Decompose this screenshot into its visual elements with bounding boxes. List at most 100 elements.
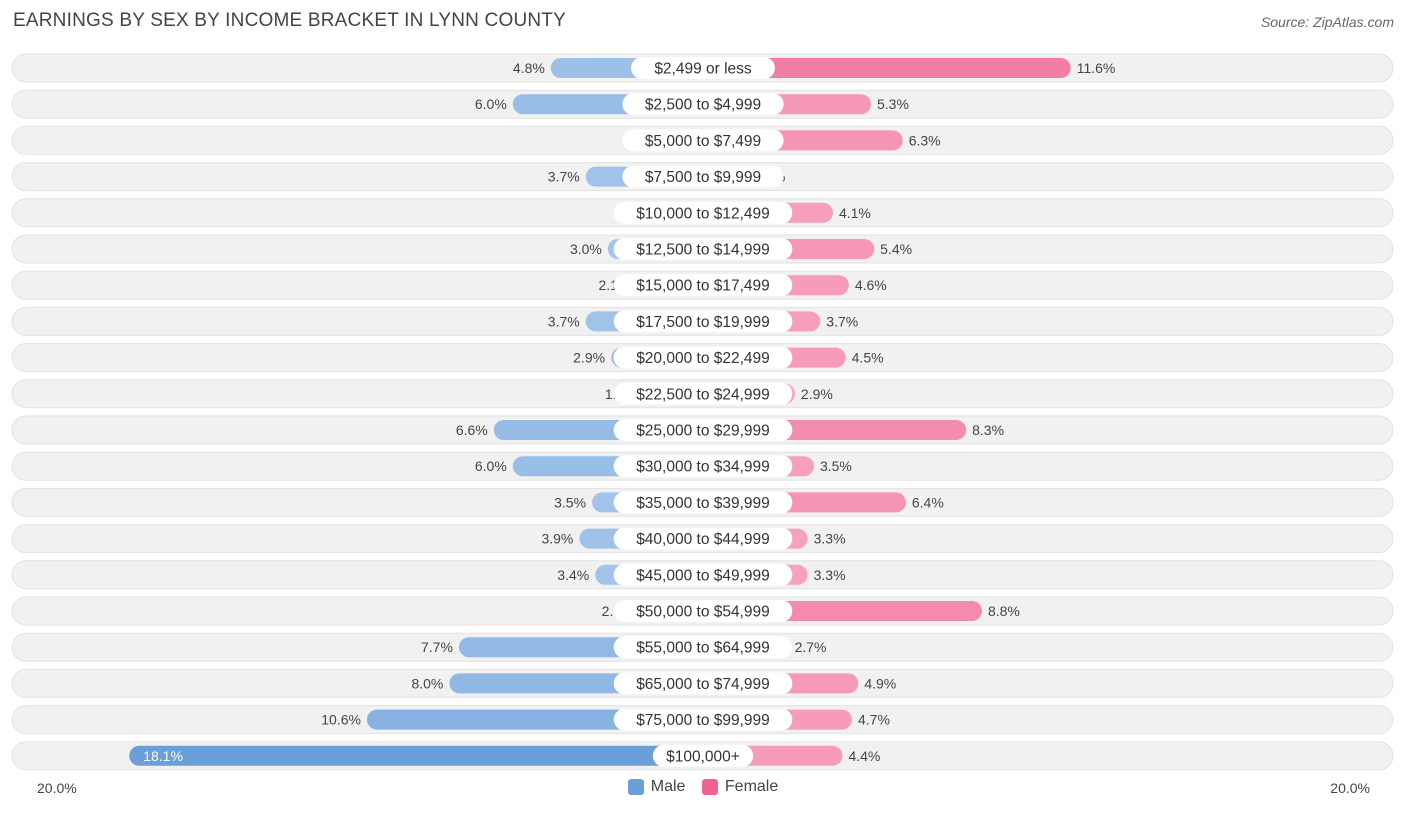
female-value-label: 5.3% (877, 96, 909, 112)
bar-row: 6.0% 5.3% $2,500 to $4,999 (11, 89, 1394, 119)
male-bar (129, 745, 716, 766)
category-label: $2,500 to $4,999 (645, 97, 761, 114)
bar-row: 10.6% 4.7% $75,000 to $99,999 (11, 705, 1394, 735)
category-label: $75,000 to $99,999 (636, 712, 770, 729)
chart-area: 4.8% 11.6% $2,499 or less 6.0% 5.3% $2,500 to… (11, 53, 1394, 771)
bar-row: 3.7%1.4%$7,500 to $9,999 (11, 162, 1394, 192)
category-pill (631, 57, 775, 79)
category-pill (613, 310, 793, 333)
female-value-label: 4.5% (852, 350, 884, 366)
female-value-label: 3.7% (826, 313, 858, 329)
female-value-label: 4.6% (855, 277, 887, 293)
category-pill (613, 455, 793, 478)
bar-row: 0.89%6.3%$5,000 to $7,499 (11, 125, 1394, 155)
category-label: $45,000 to $49,999 (636, 567, 770, 584)
category-label: $40,000 to $44,999 (636, 531, 770, 548)
male-value-label: 3.7% (548, 313, 580, 329)
male-value-label: 4.8% (513, 60, 545, 76)
category-pill (613, 346, 793, 369)
bar-row: 2.9% 4.5% $20,000 to $22,499 (11, 343, 1394, 373)
female-value-label: 4.7% (858, 712, 890, 728)
category-pill (613, 274, 793, 297)
male-value-label: 3.9% (541, 531, 573, 547)
bar-row: 3.4% 3.3% $45,000 to $49,999 (11, 560, 1394, 590)
male-value-label: 3.0% (570, 241, 602, 257)
category-label: $20,000 to $22,499 (636, 350, 770, 367)
female-value-label: 3.3% (814, 567, 846, 583)
female-bar (691, 58, 1071, 78)
category-pill (613, 636, 793, 659)
legend: Male Female (0, 778, 1406, 800)
male-value-label: 18.1% (143, 748, 183, 764)
category-label: $22,500 to $24,999 (636, 386, 770, 403)
category-pill (613, 527, 793, 550)
bar-row: 1.9%2.9%$22,500 to $24,999 (11, 379, 1394, 409)
female-value-label: 8.3% (972, 422, 1004, 438)
category-label: $100,000+ (666, 748, 740, 765)
category-label: $25,000 to $29,999 (636, 423, 770, 440)
female-value-label: 3.5% (820, 458, 852, 474)
bar-row: 18.1% 4.4% $100,000+ (11, 741, 1394, 771)
category-label: $35,000 to $39,999 (636, 495, 770, 512)
bar-row: 4.8% 11.6% $2,499 or less (11, 53, 1394, 83)
category-pill (613, 672, 793, 695)
category-pill (622, 165, 784, 188)
female-value-label: 8.8% (988, 603, 1020, 619)
bar-row: 3.0% 5.4% $12,500 to $14,999 (11, 234, 1394, 264)
category-pill (613, 419, 793, 441)
male-value-label: 3.5% (554, 494, 586, 510)
female-value-label: 4.1% (839, 205, 871, 221)
category-label: $55,000 to $64,999 (636, 640, 770, 657)
male-value-label: 2.9% (573, 350, 605, 366)
bar-row: 2.1%4.6%$15,000 to $17,499 (11, 270, 1394, 300)
female-value-label: 6.3% (909, 132, 941, 148)
category-pill (613, 600, 793, 622)
male-value-label: 10.6% (321, 712, 361, 728)
bar-row: 8.0% 4.9% $65,000 to $74,999 (11, 668, 1394, 698)
category-pill (613, 491, 793, 514)
legend-label-male: Male (650, 778, 686, 795)
female-value-label: 6.4% (912, 494, 944, 510)
chart-title: EARNINGS BY SEX BY INCOME BRACKET IN LYN… (13, 10, 566, 31)
female-value-label: 4.4% (848, 748, 880, 764)
female-value-label: 3.3% (814, 531, 846, 547)
male-value-label: 6.6% (456, 422, 488, 438)
bar-row: 3.5% 6.4% $35,000 to $39,999 (11, 487, 1394, 517)
female-value-label: 11.6% (1077, 60, 1116, 76)
female-value-label: 5.4% (880, 241, 912, 257)
chart-source: Source: ZipAtlas.com (1260, 14, 1394, 30)
bar-row: 3.9% 3.3% $40,000 to $44,999 (11, 524, 1394, 554)
legend-swatch-female (701, 779, 718, 795)
category-label: $12,500 to $14,999 (636, 242, 770, 259)
category-pill (622, 93, 784, 116)
category-label: $5,000 to $7,499 (645, 133, 761, 150)
bar-row: 6.0% 3.5% $30,000 to $34,999 (11, 451, 1394, 481)
male-value-label: 6.0% (475, 458, 507, 474)
category-label: $65,000 to $74,999 (636, 676, 770, 693)
category-pill (613, 238, 793, 260)
axis-left-label: 20.0% (37, 780, 77, 796)
legend-swatch-male (627, 779, 644, 795)
bar-row: 1.3%4.1%$10,000 to $12,499 (11, 198, 1394, 228)
legend-item-male[interactable]: Male (627, 778, 686, 796)
legend-item-female[interactable]: Female (701, 778, 779, 796)
female-value-label: 4.9% (864, 675, 896, 691)
male-value-label: 6.0% (475, 96, 507, 112)
male-value-label: 3.4% (557, 567, 589, 583)
axis-right-label: 20.0% (1330, 780, 1370, 796)
category-pill (652, 744, 754, 767)
male-value-label: 8.0% (411, 675, 443, 691)
category-pill (613, 708, 793, 731)
category-label: $17,500 to $19,999 (636, 314, 770, 331)
female-value-label: 2.9% (801, 386, 833, 402)
category-label: $2,499 or less (654, 61, 752, 78)
category-pill (613, 382, 793, 405)
male-value-label: 7.7% (421, 639, 453, 655)
bar-row: 6.6% 8.3% $25,000 to $29,999 (11, 415, 1394, 445)
category-pill (613, 201, 793, 224)
legend-label-female: Female (724, 778, 779, 795)
female-value-label: 2.7% (795, 639, 827, 655)
male-value-label: 3.7% (548, 169, 580, 185)
category-label: $15,000 to $17,499 (636, 278, 770, 295)
category-label: $10,000 to $12,499 (636, 205, 770, 222)
